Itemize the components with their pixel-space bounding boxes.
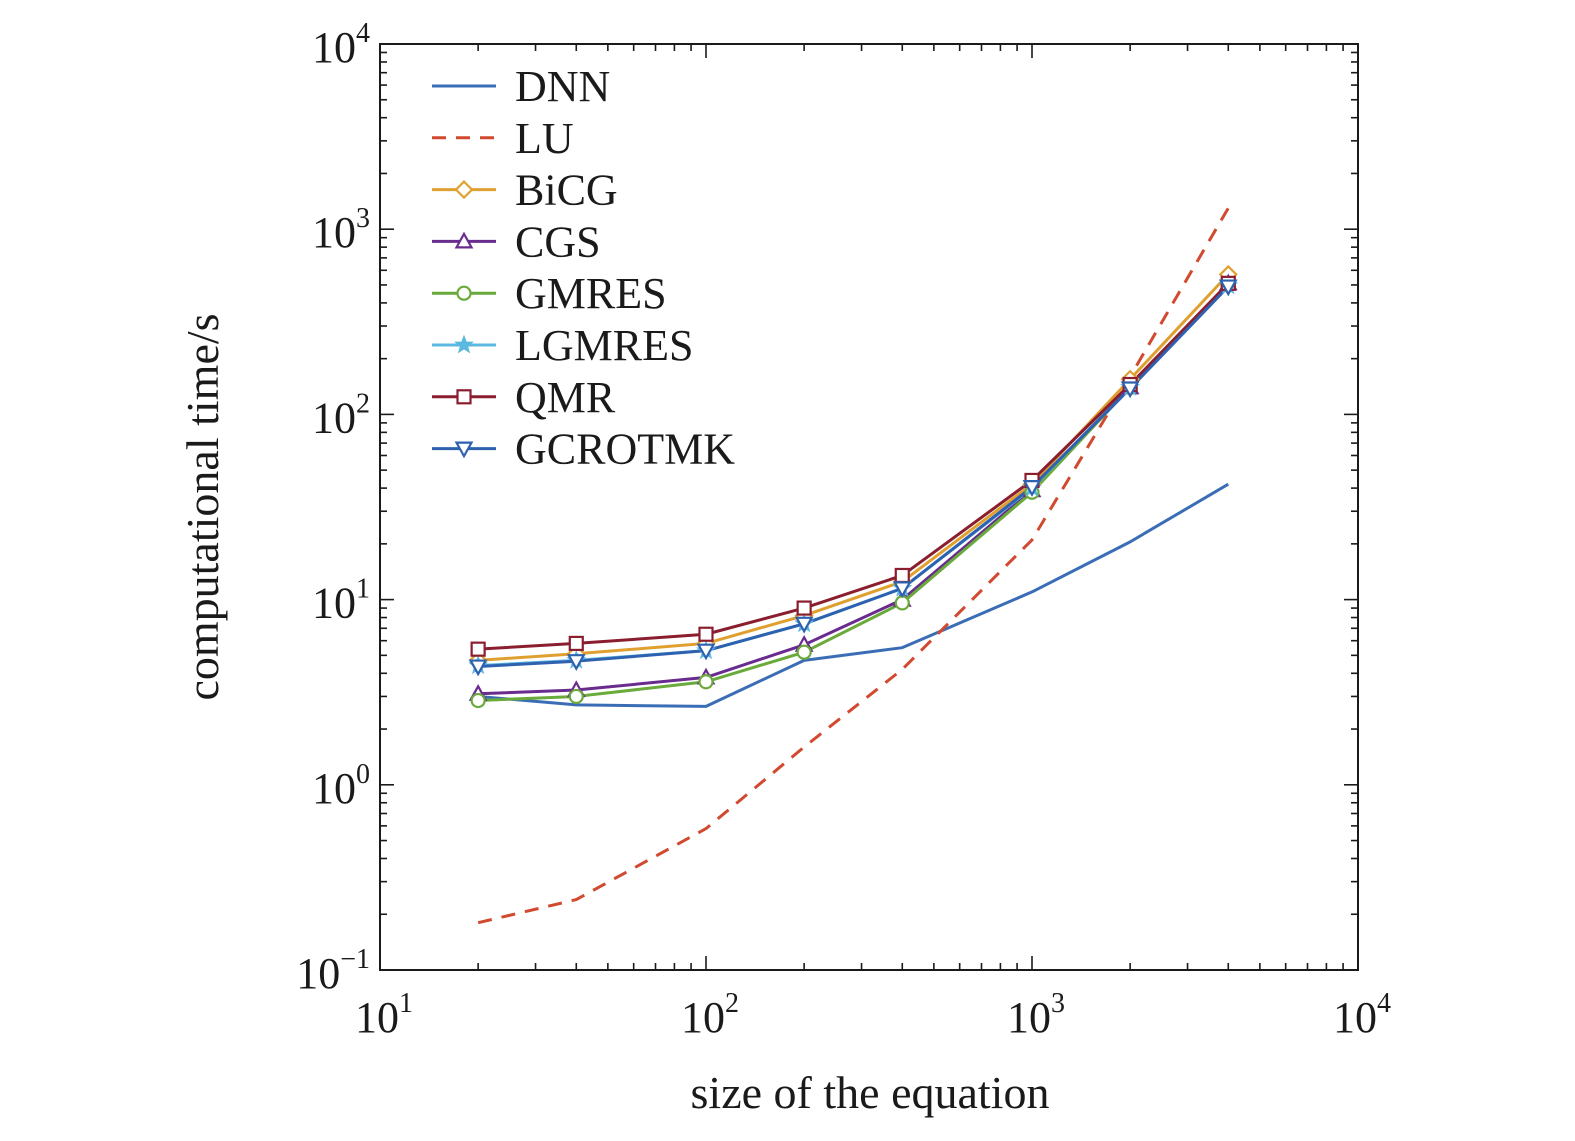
data-point-gcrotmk: [566, 654, 586, 671]
data-point-gcrotmk: [892, 581, 912, 599]
x-tick-label: 103: [1007, 988, 1065, 1042]
legend-label-qmr: QMR: [515, 373, 616, 422]
y-tick-label: 10−1: [296, 944, 370, 998]
x-axis-title: size of the equation: [691, 1067, 1050, 1118]
data-point-gcrotmk: [468, 659, 488, 677]
legend-marker-gmres: [456, 285, 472, 301]
data-point-qmr: [894, 567, 910, 584]
legend-label-dnn: DNN: [515, 62, 610, 111]
data-point-gcrotmk: [1120, 381, 1140, 399]
data-point-qmr: [698, 626, 714, 642]
data-point-gmres: [894, 595, 910, 611]
y-tick-label: 103: [312, 203, 370, 257]
y-tick-label: 102: [312, 388, 370, 442]
series-lines-layer: [477, 207, 1230, 925]
data-point-gmres: [470, 692, 486, 709]
data-point-gcrotmk: [696, 643, 716, 661]
x-tick-label: 101: [355, 988, 413, 1042]
legend-marker-qmr: [456, 389, 472, 405]
legend-label-cgs: CGS: [515, 217, 601, 266]
y-axis-title: computational time/s: [177, 313, 228, 700]
data-point-gcrotmk: [1218, 279, 1238, 297]
y-tick-label: 100: [312, 759, 370, 813]
x-tick-label: 104: [1333, 988, 1391, 1042]
series-line-dnn: [478, 482, 1230, 708]
legend-label-gmres: GMRES: [515, 269, 667, 318]
axes-layer: 101 102 103 104 10−1 100 101 102 103 104: [296, 18, 1391, 1042]
series-line-qmr: [478, 282, 1230, 651]
plot-frame: [379, 43, 1359, 971]
legend-label-bicg: BiCG: [515, 166, 618, 215]
legend-label-gcrotmk: GCROTMK: [515, 425, 735, 474]
y-tick-label: 101: [312, 574, 370, 628]
data-point-qmr: [796, 600, 812, 616]
data-point-qmr: [568, 635, 584, 652]
legend-marker-gcrotmk: [454, 441, 474, 459]
data-point-gcrotmk: [794, 616, 814, 634]
data-point-gcrotmk: [1022, 479, 1042, 497]
legend-marker-bicg: [454, 180, 474, 200]
data-point-gmres: [698, 674, 714, 690]
legend-label-lgmres: LGMRES: [515, 321, 693, 370]
legend-label-lu: LU: [515, 114, 574, 163]
data-point-qmr: [470, 641, 486, 657]
series-line-bicg: [478, 273, 1230, 662]
x-tick-label: 102: [681, 988, 739, 1042]
legend-marker-lgmres: [454, 334, 474, 354]
legend-marker-cgs: [454, 231, 474, 249]
series-markers-layer: [468, 264, 1239, 709]
y-tick-label: 104: [312, 18, 370, 72]
data-point-gmres: [796, 644, 812, 660]
data-point-gmres: [568, 688, 584, 705]
series-line-gcrotmk: [478, 285, 1230, 669]
